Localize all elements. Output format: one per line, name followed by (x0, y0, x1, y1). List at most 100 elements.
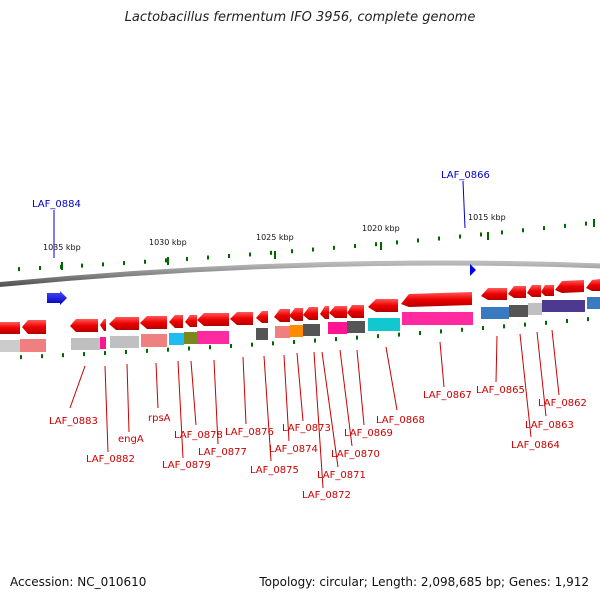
accession-text: Accession: NC_010610 (10, 575, 147, 589)
gene-label-LAF_0884: LAF_0884 (32, 199, 81, 210)
lower-tick-dot (41, 354, 43, 359)
lower-tick-dot (461, 327, 463, 332)
reverse-strand-label-texts: LAF_0883 LAF_0882 engA rpsA LAF_0879 LAF… (49, 385, 587, 501)
gene-arrow (169, 315, 183, 328)
tick-dot (501, 230, 503, 235)
tick-label-1020: 1020 kbp (362, 224, 400, 233)
genome-backbone (0, 260, 600, 288)
tick-label-1025: 1025 kbp (256, 233, 294, 242)
gene-label-LAF_0869: LAF_0869 (344, 428, 393, 439)
tick-dots (18, 221, 587, 272)
tick-labels: 1035 kbp 1030 kbp 1025 kbp 1020 kbp 1015… (43, 213, 595, 270)
gene-arrow (22, 320, 46, 334)
lower-tick-dot (272, 341, 274, 346)
tick-dot (417, 238, 419, 243)
gene-arrow (197, 313, 229, 326)
tick-dot (564, 223, 566, 228)
lower-tick-dot (356, 335, 358, 340)
gene-arrow-LAF_0884 (47, 291, 67, 305)
tick-dot (522, 228, 524, 233)
lower-tick-dot (209, 345, 211, 350)
gene-arrow (329, 306, 347, 318)
gene-arrow (109, 317, 139, 330)
gene-arrow (140, 316, 167, 329)
gene-label-engA: engA (118, 434, 144, 445)
lower-tick-dot (545, 320, 547, 325)
lower-tick-dot (314, 338, 316, 343)
lower-tick-dot (377, 334, 379, 339)
gene-label-LAF_0875: LAF_0875 (250, 465, 299, 476)
lower-tick-dot (293, 339, 295, 344)
tick-dot (39, 265, 41, 270)
tick-dot (18, 267, 20, 272)
lower-tick-dot (440, 329, 442, 334)
tick-dot (270, 250, 272, 255)
lower-tick-dot (566, 319, 568, 324)
tick-dot (81, 263, 83, 268)
gene-arrow (541, 285, 554, 296)
gene-arrow-LAF_0866 (470, 264, 476, 276)
gene-arrow (185, 315, 197, 327)
tick-dot (312, 247, 314, 252)
cog-category-bars (0, 297, 600, 352)
gene-arrow (230, 312, 253, 325)
lower-tick-dot (524, 322, 526, 327)
topology-text: Topology: circular; Length: 2,098,685 bp… (259, 575, 589, 589)
gene-arrow (289, 308, 303, 321)
lower-tick-dot (503, 324, 505, 329)
gene-arrow (303, 307, 318, 320)
gene-label-LAF_0882: LAF_0882 (86, 454, 135, 465)
lower-tick-dot (125, 349, 127, 354)
lower-tick-dot (587, 317, 589, 322)
lower-tick-dot (335, 337, 337, 342)
gene-label-LAF_0870: LAF_0870 (331, 449, 380, 460)
forward-strand-labels: LAF_0884 LAF_0866 (32, 170, 490, 258)
gene-label-LAF_0874: LAF_0874 (269, 444, 318, 455)
lower-tick-dot (482, 326, 484, 331)
tick-dot (207, 255, 209, 260)
tick-label-1030: 1030 kbp (149, 238, 187, 247)
gene-arrow (555, 280, 584, 293)
tick-dot (459, 234, 461, 239)
tick-label-1035: 1035 kbp (43, 243, 81, 252)
gene-label-LAF_0873: LAF_0873 (282, 423, 331, 434)
gene-label-rpsA: rpsA (148, 413, 171, 424)
gene-label-LAF_0867: LAF_0867 (423, 390, 472, 401)
gene-arrow (70, 319, 98, 332)
lower-tick-dot (251, 342, 253, 347)
tick-dot (396, 240, 398, 245)
gene-arrow (347, 305, 364, 318)
reverse-strand-labels (69, 329, 560, 489)
tick-dot (123, 261, 125, 266)
gene-label-LAF_0862: LAF_0862 (538, 398, 587, 409)
gene-arrow (256, 311, 268, 323)
tick-dot (333, 245, 335, 250)
gene-arrow (320, 306, 329, 319)
gene-label-LAF_0872: LAF_0872 (302, 490, 351, 501)
gene-label-LAF_0866: LAF_0866 (441, 170, 490, 181)
gene-label-LAF_0876: LAF_0876 (225, 427, 274, 438)
tick-dot (186, 256, 188, 261)
tick-dot (354, 244, 356, 249)
gene-label-LAF_0863: LAF_0863 (525, 420, 574, 431)
tick-dot (375, 242, 377, 247)
lower-tick-dot (419, 331, 421, 336)
gene-label-LAF_0868: LAF_0868 (376, 415, 425, 426)
gene-label-LAF_0879: LAF_0879 (162, 460, 211, 471)
gene-label-LAF_0883: LAF_0883 (49, 416, 98, 427)
tick-dot (480, 232, 482, 237)
gene-label-LAF_0865: LAF_0865 (476, 385, 525, 396)
gene-arrow (274, 309, 290, 322)
gene-arrow (100, 319, 106, 331)
gene-arrow (401, 292, 472, 307)
tick-dot (585, 221, 587, 226)
lower-tick-dots (20, 317, 589, 360)
gene-label-LAF_0864: LAF_0864 (511, 440, 560, 451)
tick-dot (165, 258, 167, 263)
tick-dot (228, 254, 230, 259)
gene-arrow (0, 322, 20, 334)
tick-dot (249, 252, 251, 257)
lower-tick-dot (62, 353, 64, 358)
gene-label-LAF_0878: LAF_0878 (174, 430, 223, 441)
